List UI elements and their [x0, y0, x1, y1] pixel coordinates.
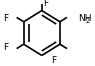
- Text: NH: NH: [78, 14, 91, 23]
- Text: F: F: [3, 14, 8, 23]
- Text: F: F: [3, 43, 8, 52]
- Text: 2: 2: [86, 18, 90, 24]
- Text: F: F: [51, 56, 56, 65]
- Text: F: F: [43, 0, 48, 8]
